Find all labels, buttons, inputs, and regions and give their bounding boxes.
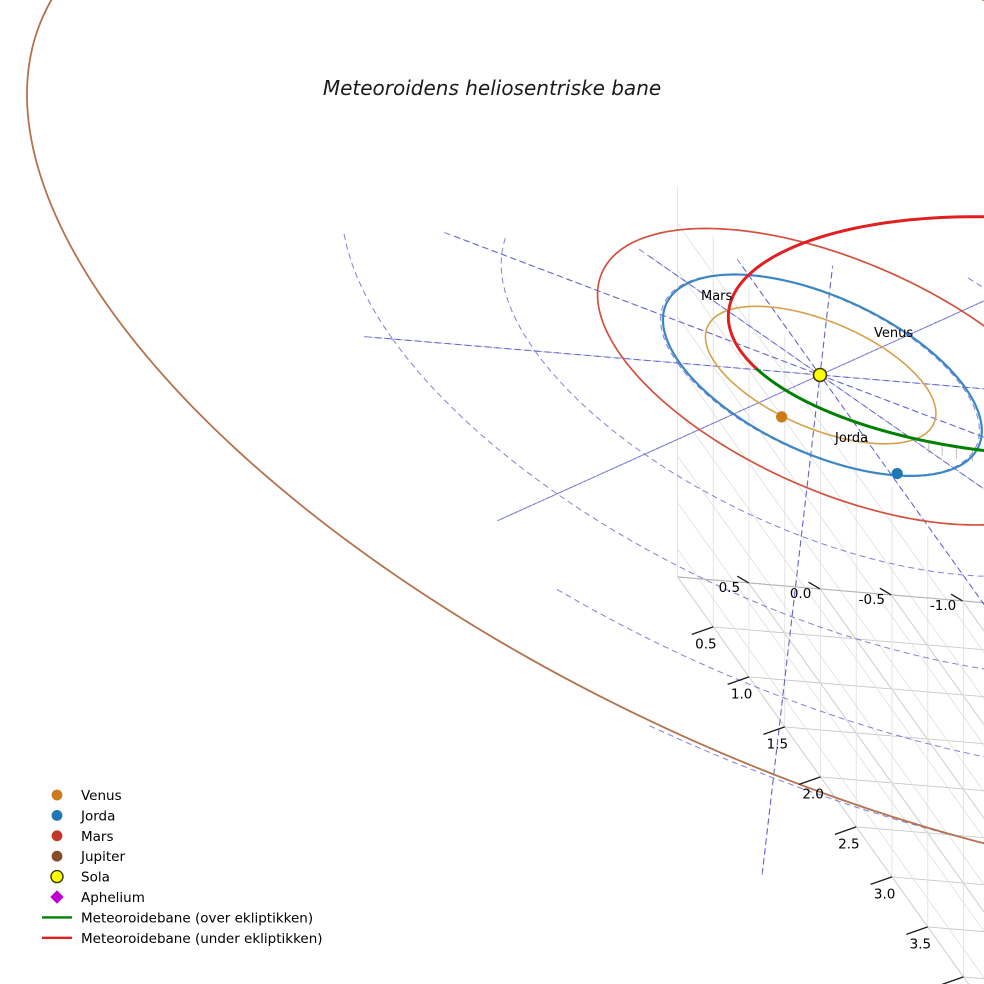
y-tick-label: 0.5 bbox=[695, 636, 716, 652]
axis-ticks-layer: -3.5-3.0-2.5-2.0-1.5-1.0-0.50.00.50.51.0… bbox=[691, 575, 964, 984]
marker-sola bbox=[812, 367, 828, 383]
orbit-jupiter bbox=[26, 0, 984, 845]
legend-diamond-swatch bbox=[50, 890, 64, 904]
legend-item-label: Aphelium bbox=[81, 890, 145, 906]
legend-marker-swatch bbox=[51, 830, 63, 842]
legend-item-label: Meteoroidebane (over ekliptikken) bbox=[81, 910, 313, 926]
legend-item[interactable]: Venus bbox=[51, 788, 122, 804]
x-tick-label: -1.0 bbox=[930, 598, 956, 614]
marker-venus bbox=[776, 411, 788, 423]
y-tick-mark bbox=[941, 976, 964, 984]
x-tick-mark bbox=[736, 575, 750, 584]
legend-item[interactable]: Meteoroidebane (over ekliptikken) bbox=[42, 910, 313, 926]
meteoroid-above-ecliptic bbox=[773, 381, 984, 453]
legend-item-label: Jorda bbox=[80, 808, 115, 824]
x-tick-label: 0.0 bbox=[790, 586, 811, 602]
orbit-curves-layer bbox=[26, 0, 984, 845]
y-tick-mark bbox=[870, 876, 893, 886]
y-tick-label: 1.0 bbox=[731, 686, 752, 702]
x-tick-label: 0.5 bbox=[719, 580, 740, 596]
legend-item-label: Venus bbox=[81, 788, 122, 804]
legend-item-label: Sola bbox=[81, 870, 110, 886]
y-tick-label: 2.5 bbox=[838, 836, 859, 852]
y-tick-mark bbox=[763, 726, 785, 736]
y-tick-mark bbox=[727, 676, 750, 686]
pane-grid-layer bbox=[677, 186, 984, 984]
legend-item[interactable]: Jupiter bbox=[51, 849, 125, 865]
y-tick-label: 1.5 bbox=[767, 736, 788, 752]
y-tick-mark bbox=[906, 926, 928, 936]
legend-item[interactable]: Sola bbox=[50, 869, 110, 886]
y-tick-label: 2.0 bbox=[802, 786, 823, 802]
x-tick-mark bbox=[950, 593, 963, 602]
legend-marker-swatch bbox=[50, 869, 64, 884]
y-tick-mark bbox=[798, 776, 821, 786]
legend-item-label: Mars bbox=[81, 829, 114, 845]
legend: Venus Jorda Mars Jupiter Sola Aphelium Meteoro… bbox=[42, 788, 323, 947]
legend-item[interactable]: Meteoroidebane (under ekliptikken) bbox=[42, 931, 323, 947]
y-tick-mark bbox=[691, 626, 714, 636]
legend-marker-swatch bbox=[51, 810, 63, 821]
legend-marker-swatch bbox=[51, 789, 63, 801]
meteoroid-orbit-layer bbox=[726, 215, 984, 453]
orbit-mars bbox=[596, 227, 984, 526]
legend-item-label: Jupiter bbox=[80, 849, 125, 865]
legend-item-label: Meteoroidebane (under ekliptikken) bbox=[81, 931, 323, 947]
mars-label: Mars bbox=[701, 289, 733, 304]
meteoroid-above-ecliptic bbox=[755, 367, 777, 385]
x-tick-mark bbox=[879, 587, 892, 596]
orbit-jorda bbox=[661, 273, 983, 477]
body-markers-layer: Venus Jorda Mars bbox=[701, 289, 913, 480]
page-title: Meteoroidens heliosentriske bane bbox=[323, 76, 661, 100]
venus-label: Venus bbox=[874, 326, 913, 341]
y-tick-label: 3.5 bbox=[910, 936, 931, 952]
meteoroid-below-ecliptic bbox=[726, 215, 984, 371]
y-tick-mark bbox=[834, 826, 857, 836]
legend-item[interactable]: Mars bbox=[51, 829, 114, 845]
legend-marker-swatch bbox=[51, 850, 63, 862]
y-tick-label: 3.0 bbox=[874, 886, 895, 902]
jorda-label: Jorda bbox=[834, 431, 868, 446]
legend-item[interactable]: Jorda bbox=[51, 808, 115, 824]
x-tick-label: -0.5 bbox=[859, 592, 885, 608]
legend-item[interactable]: Aphelium bbox=[50, 890, 145, 906]
marker-jorda bbox=[891, 467, 903, 480]
x-tick-mark bbox=[808, 581, 821, 590]
orbit-venus bbox=[704, 305, 937, 445]
